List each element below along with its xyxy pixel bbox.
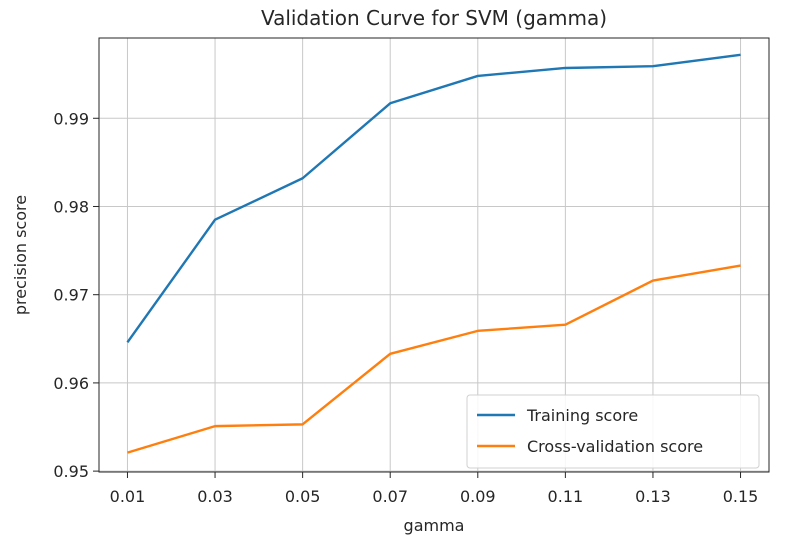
legend-label: Cross-validation score: [527, 437, 703, 456]
y-tick-label: 0.96: [53, 374, 89, 393]
x-tick-label: 0.03: [197, 487, 233, 506]
y-tick-label: 0.95: [53, 462, 89, 481]
series-lines: [126, 53, 741, 454]
x-tick-label: 0.11: [548, 487, 584, 506]
legend-label: Training score: [526, 406, 638, 425]
x-tick-label: 0.15: [723, 487, 759, 506]
grid-lines: [99, 38, 769, 472]
plot-frame: [98, 37, 770, 473]
legend: Training score Cross-validation score: [466, 394, 760, 469]
y-tick-label: 0.99: [53, 109, 89, 128]
y-tick-label: 0.97: [53, 286, 89, 305]
y-tick-label: 0.98: [53, 197, 89, 216]
x-tick-label: 0.13: [635, 487, 671, 506]
legend-box: [466, 394, 760, 469]
x-tick-label: 0.05: [285, 487, 321, 506]
axis-ticks: 0.01 0.03 0.05 0.07 0.09 0.11 0.13 0.15 0.95 0.96…: [53, 109, 758, 506]
x-tick-label: 0.01: [110, 487, 146, 506]
chart-title: Validation Curve for SVM (gamma): [261, 6, 607, 30]
series-line-cross-validation-score: [127, 264, 741, 454]
series-line-training-score: [126, 53, 741, 344]
x-tick-label: 0.09: [460, 487, 496, 506]
y-axis-label: precision score: [11, 195, 30, 315]
x-axis-label: gamma: [404, 516, 465, 535]
x-tick-label: 0.07: [372, 487, 408, 506]
